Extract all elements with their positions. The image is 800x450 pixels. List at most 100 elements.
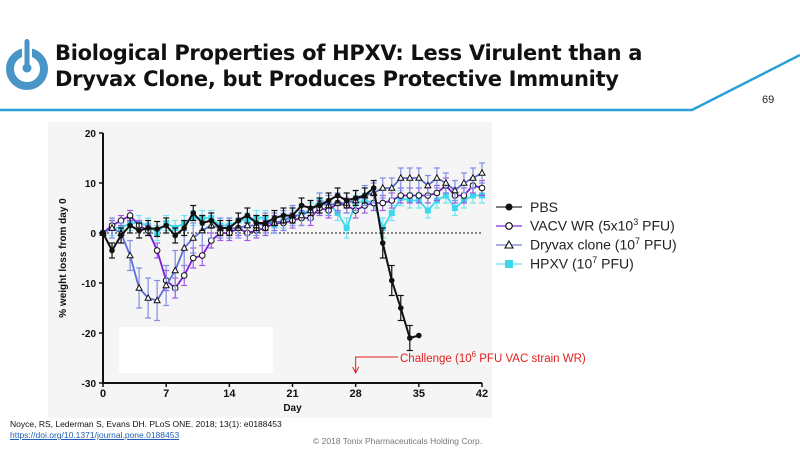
point-dryvax-clone-10-7-pfu — [135, 283, 143, 291]
point-pbs — [298, 202, 305, 209]
point-dryvax-clone-10-7-pfu — [108, 223, 116, 231]
point-dryvax-clone-10-7-pfu — [180, 243, 189, 251]
legend-suffix-hpxv: PFU) — [597, 255, 634, 272]
point-vacv-wr-5x10-3-pfu — [406, 192, 414, 199]
challenge-exponent: 6 — [471, 350, 477, 359]
legend-label-vacv: VACV WR (5x10 — [530, 217, 634, 234]
citation-link[interactable]: https://doi.org/10.1371/journal.pone.018… — [10, 430, 180, 440]
point-dryvax-clone-10-7-pfu — [243, 221, 252, 229]
point-pbs — [208, 217, 215, 224]
point-pbs — [370, 185, 377, 191]
challenge-arrow-line — [355, 356, 398, 372]
point-pbs — [407, 335, 413, 341]
x-tick-label: 28 — [350, 388, 362, 400]
x-tick-label: 0 — [100, 388, 106, 400]
point-pbs — [262, 220, 269, 226]
header-swoosh-line — [0, 53, 800, 112]
point-hpxv-10-7-pfu — [388, 210, 395, 216]
point-pbs — [361, 192, 368, 199]
point-dryvax-clone-10-7-pfu — [297, 211, 306, 219]
point-pbs — [325, 197, 332, 204]
copyright: © 2018 Tonix Pharmaceuticals Holding Cor… — [313, 436, 483, 446]
point-pbs — [190, 210, 197, 216]
point-pbs — [199, 220, 206, 226]
legend-item-dryvax: Dryvax clone (107 PFU) — [496, 235, 677, 254]
point-pbs — [307, 205, 314, 211]
point-dryvax-clone-10-7-pfu — [424, 181, 432, 189]
point-hpxv-10-7-pfu — [469, 192, 476, 199]
y-axis-label: % weight loss from day 0 — [58, 198, 69, 318]
y-tick-label: 10 — [85, 179, 97, 190]
point-pbs — [118, 232, 124, 239]
challenge-arrow-head — [352, 366, 360, 375]
point-dryvax-clone-10-7-pfu — [442, 178, 450, 186]
x-tick-label: 21 — [286, 388, 298, 400]
point-pbs — [416, 332, 422, 339]
point-vacv-wr-5x10-3-pfu — [397, 192, 405, 199]
point-vacv-wr-5x10-3-pfu — [180, 272, 188, 279]
citation: Noyce, RS, Lederman S, Evans DH. PLoS ON… — [10, 419, 282, 441]
legend-exp-vacv: 3 — [633, 217, 639, 228]
title-line-1: Biological Properties of HPXV: Less Viru… — [55, 41, 643, 65]
x-tick-label: 42 — [476, 388, 488, 400]
point-pbs — [271, 215, 278, 221]
legend-exp-dryvax: 7 — [635, 236, 641, 247]
point-dryvax-clone-10-7-pfu — [414, 173, 423, 181]
point-vacv-wr-5x10-3-pfu — [153, 247, 161, 254]
x-axis-label: Day — [283, 403, 302, 414]
point-vacv-wr-5x10-3-pfu — [198, 252, 206, 259]
challenge-prefix: Challenge (10 — [400, 352, 472, 365]
point-pbs — [280, 212, 287, 219]
point-pbs — [397, 305, 404, 311]
point-dryvax-clone-10-7-pfu — [387, 183, 396, 191]
legend-label-dryvax: Dryvax clone (10 — [530, 236, 636, 253]
point-dryvax-clone-10-7-pfu — [396, 173, 405, 181]
point-dryvax-clone-10-7-pfu — [433, 173, 441, 181]
point-dryvax-clone-10-7-pfu — [460, 178, 468, 186]
point-vacv-wr-5x10-3-pfu — [379, 199, 387, 207]
x-tick-label: 14 — [223, 388, 236, 400]
page-number: 69 — [762, 94, 775, 106]
point-pbs — [136, 227, 142, 234]
redaction-box — [119, 327, 273, 373]
point-vacv-wr-5x10-3-pfu — [433, 189, 441, 197]
point-hpxv-10-7-pfu — [442, 192, 449, 199]
point-vacv-wr-5x10-3-pfu — [415, 192, 423, 199]
challenge-suffix: PFU VAC strain WR) — [476, 352, 586, 365]
legend-suffix-vacv: PFU) — [638, 217, 675, 234]
point-pbs — [154, 226, 160, 232]
legend-suffix-dryvax: PFU) — [640, 236, 677, 253]
point-dryvax-clone-10-7-pfu — [153, 296, 161, 304]
legend-label-pbs: PBS — [530, 198, 559, 215]
point-pbs — [316, 202, 323, 209]
legend-label-hpxv: HPXV (10 — [530, 255, 593, 272]
legend-item-hpxv: HPXV (107 PFU) — [496, 254, 677, 273]
slide-title: Biological Properties of HPXV: Less Viru… — [55, 40, 642, 92]
point-dryvax-clone-10-7-pfu — [469, 173, 477, 181]
point-pbs — [388, 277, 395, 284]
point-pbs — [235, 217, 242, 224]
legend-exp-hpxv: 7 — [592, 255, 598, 266]
point-dryvax-clone-10-7-pfu — [451, 186, 459, 194]
point-pbs — [145, 225, 151, 231]
point-pbs — [127, 222, 133, 229]
x-tick-label: 35 — [413, 388, 425, 400]
point-hpxv-10-7-pfu — [343, 225, 350, 231]
point-dryvax-clone-10-7-pfu — [171, 266, 180, 274]
y-tick-label: -30 — [82, 379, 97, 390]
point-dryvax-clone-10-7-pfu — [162, 281, 171, 289]
point-pbs — [343, 197, 350, 204]
y-tick-label: 20 — [85, 129, 97, 140]
power-button-icon — [6, 38, 48, 90]
point-dryvax-clone-10-7-pfu — [378, 183, 387, 191]
y-tick-label: -10 — [82, 279, 97, 290]
point-dryvax-clone-10-7-pfu — [126, 251, 134, 259]
point-pbs — [244, 212, 251, 219]
legend-swatch-hpxv — [496, 259, 522, 268]
title-line-2: Dryvax Clone, but Produces Protective Im… — [55, 67, 619, 91]
legend-swatch-dryvax — [496, 239, 522, 249]
point-dryvax-clone-10-7-pfu — [405, 173, 414, 181]
point-hpxv-10-7-pfu — [451, 205, 458, 211]
point-dryvax-clone-10-7-pfu — [144, 293, 152, 301]
